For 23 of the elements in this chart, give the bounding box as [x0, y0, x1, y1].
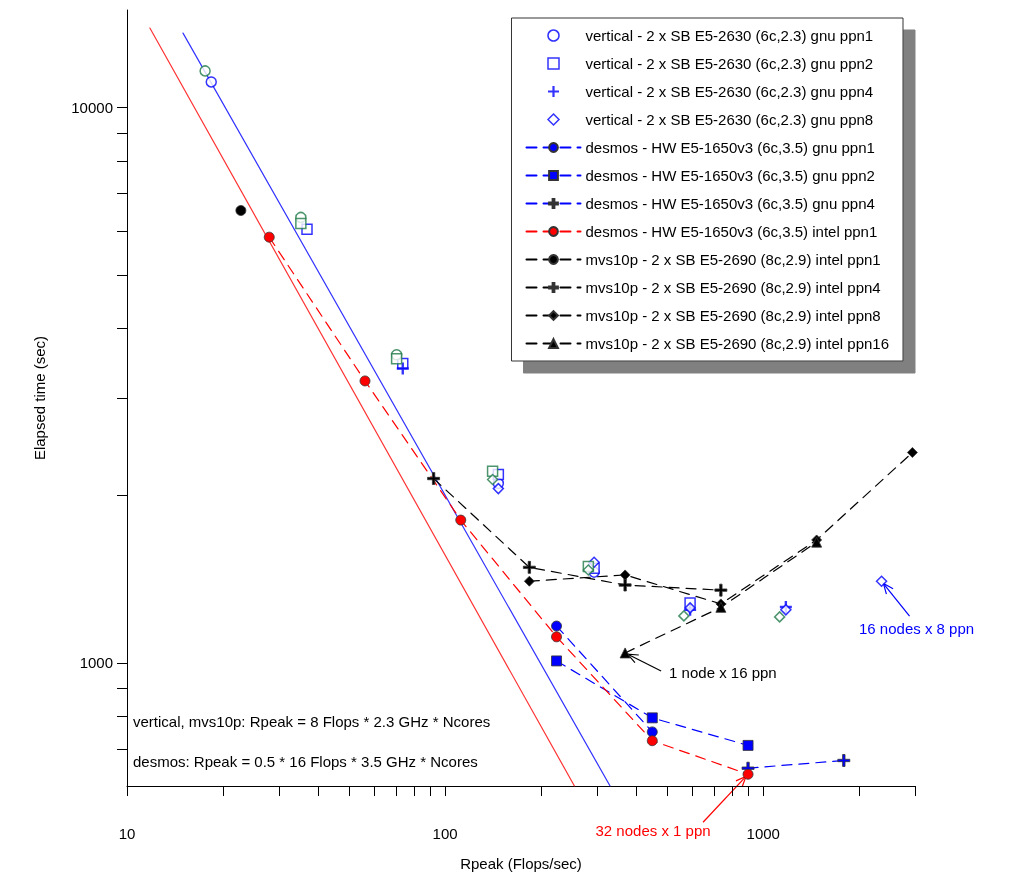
annotation: 16 nodes x 8 ppn: [859, 619, 975, 637]
annotation: 1 node x 16 ppn: [669, 664, 777, 682]
legend-label: desmos - HW E5-1650v3 (6c,3.5) gnu ppn4: [585, 195, 875, 212]
x-tick-label: 100: [432, 825, 458, 842]
legend-label: mvs10p - 2 x SB E5-2690 (8c,2.9) intel ppn1: [585, 251, 881, 268]
legend-label: desmos - HW E5-1650v3 (6c,3.5) gnu ppn1: [585, 139, 875, 156]
annotation: vertical, mvs10p: Rpeak = 8 Flops * 2.3 GHz * Ncores: [133, 713, 491, 730]
legend-label: vertical - 2 x SB E5-2630 (6c,2.3) gnu ppn2: [585, 55, 874, 72]
annotation: 32 nodes x 1 ppn: [595, 821, 711, 839]
annotation: desmos: Rpeak = 0.5 * 16 Flops * 3.5 GHz * Ncores: [133, 753, 478, 770]
x-tick-label: 10: [118, 825, 136, 842]
legend-label: desmos - HW E5-1650v3 (6c,3.5) gnu ppn2: [585, 167, 875, 184]
legend-label: desmos - HW E5-1650v3 (6c,3.5) intel ppn1: [585, 223, 878, 240]
x-tick-label: 1000: [746, 825, 780, 842]
y-axis-title: Elapsed time (sec): [31, 335, 48, 461]
legend-label: mvs10p - 2 x SB E5-2690 (8c,2.9) intel ppn4: [585, 279, 881, 296]
legend-label: vertical - 2 x SB E5-2630 (6c,2.3) gnu ppn1: [585, 27, 874, 44]
y-tick-label: 10000: [71, 99, 113, 117]
x-axis-title: Rpeak (Flops/sec): [460, 855, 582, 872]
legend-label: vertical - 2 x SB E5-2630 (6c,2.3) gnu ppn4: [585, 83, 874, 100]
legend-label: mvs10p - 2 x SB E5-2690 (8c,2.9) intel ppn16: [585, 335, 890, 352]
legend-label: vertical - 2 x SB E5-2630 (6c,2.3) gnu ppn8: [585, 111, 874, 128]
legend-label: mvs10p - 2 x SB E5-2690 (8c,2.9) intel ppn8: [585, 307, 881, 324]
